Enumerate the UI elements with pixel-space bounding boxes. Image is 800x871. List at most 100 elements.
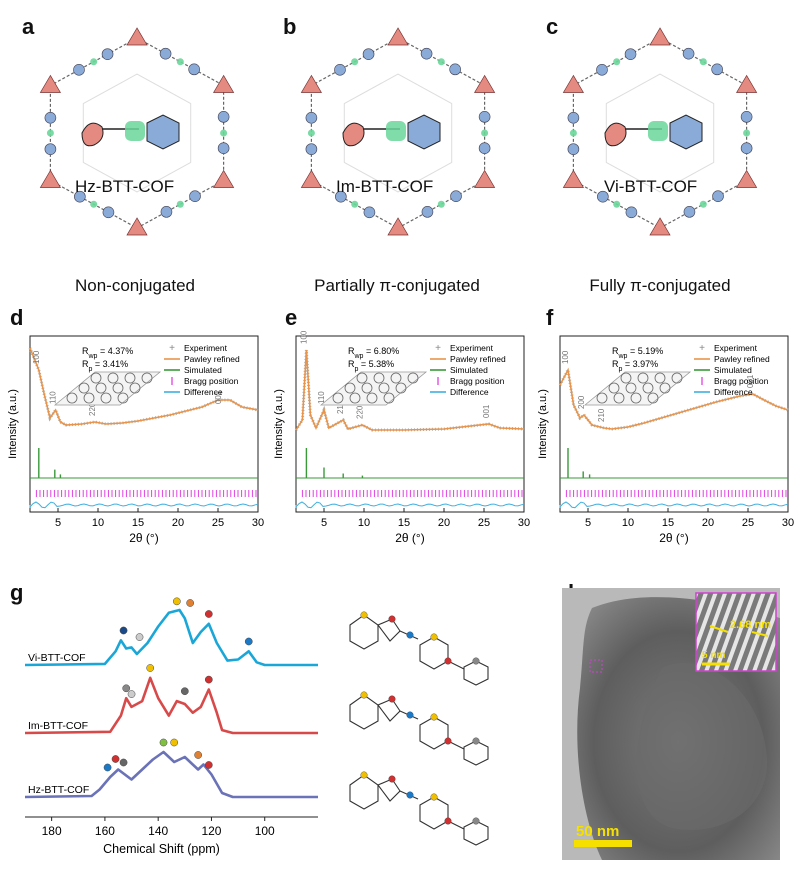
x-tick-label: 180 — [42, 824, 62, 838]
benzene-ring — [349, 774, 379, 810]
plot-frame — [559, 335, 789, 513]
rwp-label: Rwp = 4.37% — [82, 346, 133, 360]
panel-letter-f: f — [546, 305, 554, 330]
lattice-inset — [53, 371, 162, 406]
pyridine-ring — [567, 112, 580, 124]
pxrd-chart-e: 100 110 210 220 001 5 10 15 20 25 30 2θ (°) Intensit… — [273, 330, 530, 545]
pyridine-ring — [420, 47, 433, 60]
x-tick-label: 15 — [662, 517, 674, 529]
linker-highlight — [46, 129, 54, 137]
structure-label-hz: Hz-BTT-COF — [75, 177, 175, 196]
x-tick-label: 5 — [585, 517, 591, 529]
y-axis-label: Intensity (a.u.) — [273, 389, 285, 459]
pyridine-ring — [478, 111, 491, 123]
lattice-pore — [66, 392, 78, 404]
legend-label: Bragg position — [450, 376, 505, 386]
pyridine-ring — [160, 206, 173, 218]
nmr-trace — [24, 608, 318, 667]
linker-highlight — [90, 58, 98, 66]
series-label: Im-BTT-COF — [28, 720, 88, 732]
x-tick-label: 20 — [172, 517, 184, 529]
x-tick-label: 20 — [438, 517, 450, 529]
assignment-dot — [119, 758, 128, 767]
pyridine-ring — [102, 206, 115, 219]
assignment-dot — [111, 755, 120, 763]
assignment-dot — [127, 690, 136, 698]
peak-label: 200 — [577, 395, 586, 409]
cof-structures — [39, 27, 758, 236]
lattice-pore — [112, 382, 124, 394]
linker-highlight — [699, 58, 707, 66]
pyridine-ring — [624, 48, 637, 60]
lattice-pore — [332, 392, 344, 404]
panel-letter-c: c — [546, 14, 559, 39]
pyridine-ring-center — [407, 114, 441, 150]
pyridine-ring-center — [669, 114, 703, 150]
lattice-pore — [630, 392, 642, 404]
pyridine-ring — [159, 47, 172, 60]
legend-marker: + — [435, 343, 441, 354]
x-tick-label: 140 — [148, 824, 168, 838]
pyridine-ring — [305, 112, 318, 124]
atom-marker — [430, 713, 438, 721]
nmr-trace — [24, 676, 318, 735]
lattice-pore — [654, 372, 666, 384]
linkage-highlight — [386, 121, 406, 141]
lattice-pore — [647, 392, 659, 404]
linker-highlight — [743, 129, 751, 137]
series-label: Vi-BTT-COF — [28, 652, 86, 664]
x-axis-label: 2θ (°) — [129, 531, 158, 545]
linker-highlight — [351, 200, 359, 208]
pxrd-chart-d: 100 110 220 001 5 10 15 20 25 30 2θ (°) Intensity (… — [7, 335, 264, 545]
pyridine-ring — [419, 716, 449, 750]
pyridine-ring — [189, 190, 201, 202]
assignment-dot — [186, 599, 194, 607]
lattice-pore — [608, 382, 620, 394]
molecular-structure — [349, 691, 489, 766]
assignment-dot — [159, 738, 168, 747]
legend-label: Pawley refined — [184, 354, 240, 364]
linker-highlight — [569, 129, 577, 137]
hexagon-framework-c — [562, 27, 758, 236]
legend-label: Simulated — [714, 365, 752, 375]
assignment-dot — [170, 738, 179, 747]
lattice-pore — [395, 382, 407, 394]
lattice-pore — [625, 382, 637, 394]
legend-label: Pawley refined — [714, 354, 770, 364]
lattice-pore — [373, 372, 385, 384]
structure-label-vi: Vi-BTT-COF — [604, 177, 698, 196]
peak-label: 001 — [746, 374, 755, 388]
spacing-arrow-left — [709, 625, 729, 633]
hexagon-framework-a — [39, 27, 235, 236]
panel-letter-d: d — [10, 305, 24, 330]
x-tick-label: 25 — [212, 517, 224, 529]
btt-node — [562, 169, 585, 188]
linker-highlight — [90, 200, 98, 208]
peak-label: 220 — [355, 405, 364, 419]
pyridine-ring — [305, 143, 318, 155]
lattice-pore — [659, 382, 671, 394]
legend-label: Difference — [184, 387, 223, 397]
framework-inner-layer — [605, 73, 715, 193]
x-tick-label: 20 — [702, 517, 714, 529]
thiophene-ring — [377, 778, 401, 802]
linkage-highlight — [125, 121, 145, 141]
btt-node — [39, 169, 62, 188]
pyridine-ring — [419, 636, 449, 670]
lattice-pore — [383, 392, 395, 404]
linker-highlight — [699, 200, 707, 208]
atom-marker — [388, 615, 396, 623]
btt-node — [649, 217, 671, 236]
lattice-inset — [319, 371, 428, 406]
panel-letter-e: e — [285, 305, 298, 330]
rwp-label: Rwp = 5.19% — [612, 346, 663, 360]
lattice-pore — [344, 382, 356, 394]
pyridine-ring — [596, 64, 608, 76]
pyridine-ring — [478, 142, 491, 154]
legend-label: Difference — [714, 387, 753, 397]
x-tick-label: 10 — [92, 517, 104, 529]
x-tick-label: 30 — [782, 517, 794, 529]
lattice-pore — [90, 372, 102, 384]
btt-node — [212, 74, 235, 93]
pyridine-ring — [450, 190, 462, 202]
